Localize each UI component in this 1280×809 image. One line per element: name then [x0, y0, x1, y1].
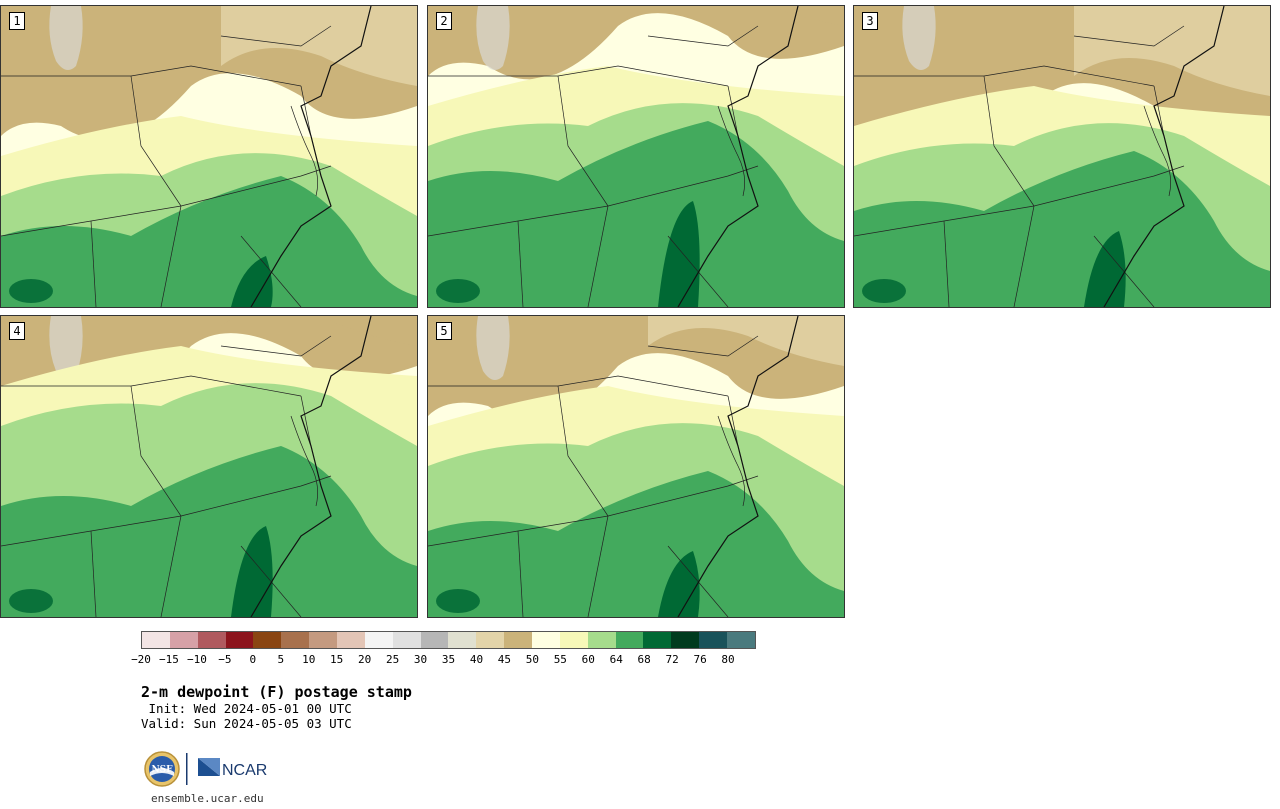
colorbar-swatch [309, 632, 338, 648]
panel-number-3: 3 [862, 12, 878, 30]
colorbar-tick-label: 68 [637, 653, 651, 666]
valid-time: Valid: Sun 2024-05-05 03 UTC [141, 716, 352, 731]
panel-number-5: 5 [436, 322, 452, 340]
panel-number-2: 2 [436, 12, 452, 30]
colorbar-swatch [615, 632, 644, 648]
postage-stamp-panel-1: 1 [0, 5, 418, 308]
colorbar-tick-label: 25 [385, 653, 400, 666]
colorbar-swatch [587, 632, 616, 648]
colorbar-swatch [504, 632, 533, 648]
panel-number-1: 1 [9, 12, 25, 30]
colorbar-tick-label: 72 [665, 653, 679, 666]
colorbar-swatch [476, 632, 505, 648]
colorbar-swatch [671, 632, 700, 648]
colorbar-tick-label: 80 [721, 653, 735, 666]
colorbar-swatch [699, 632, 728, 648]
colorbar-swatch [643, 632, 672, 648]
dewpoint-map-1 [1, 6, 417, 307]
colorbar-tick-label: −10 [186, 653, 207, 666]
colorbar-swatch [281, 632, 310, 648]
colorbar-swatch [392, 632, 421, 648]
colorbar-tick-label: −15 [159, 653, 179, 666]
colorbar-swatch [253, 632, 282, 648]
colorbar-swatch [142, 632, 170, 648]
colorbar-tick-label: 50 [525, 653, 539, 666]
colorbar-swatch [364, 632, 393, 648]
colorbar-tick-label: 40 [469, 653, 484, 666]
colorbar-tick-label: 35 [441, 653, 456, 666]
figure-title: 2-m dewpoint (F) postage stamp [141, 683, 412, 701]
colorbar-swatch [448, 632, 477, 648]
colorbar-swatch [197, 632, 226, 648]
colorbar-tick-label: 55 [553, 653, 567, 666]
dewpoint-map-3 [854, 6, 1270, 307]
colorbar-tick-label: 0 [249, 653, 257, 666]
colorbar-swatch [225, 632, 254, 648]
colorbar [141, 631, 756, 649]
dewpoint-map-5 [428, 316, 844, 617]
ncar-logo-text: NCAR [222, 762, 267, 779]
colorbar-swatch [532, 632, 560, 648]
colorbar-swatch [337, 632, 365, 648]
postage-stamp-panel-2: 2 [427, 5, 845, 308]
colorbar-swatch [727, 632, 755, 648]
dewpoint-map-2 [428, 6, 844, 307]
nsf-seal-text: NSF [151, 765, 173, 775]
site-url: ensemble.ucar.edu [151, 792, 264, 805]
colorbar-tick-label: −20 [131, 653, 151, 666]
colorbar-swatch [169, 632, 198, 648]
colorbar-swatch [420, 632, 449, 648]
colorbar-tick-label: 30 [413, 653, 428, 666]
dewpoint-map-4 [1, 316, 417, 617]
colorbar-tick-label: 60 [581, 653, 595, 666]
colorbar-tick-label: 20 [358, 653, 372, 666]
colorbar-tick-label: 10 [302, 653, 316, 666]
colorbar-tick-labels: −20 −15 −10 −5 0 5 10 15 20 25 30 35 40 45 50 55 60 64 68 7… [131, 653, 756, 667]
colorbar-tick-label: 76 [693, 653, 707, 666]
nsf-ncar-logo: NSF NCAR [144, 751, 267, 787]
colorbar-swatch [559, 632, 588, 648]
colorbar-tick-label: 15 [330, 653, 344, 666]
panel-number-4: 4 [9, 322, 25, 340]
ncar-logo-icon: NCAR [198, 758, 267, 779]
postage-stamp-panel-5: 5 [427, 315, 845, 618]
colorbar-tick-label: 5 [277, 653, 285, 666]
init-time: Init: Wed 2024-05-01 00 UTC [141, 701, 352, 716]
nsf-seal-icon: NSF [144, 751, 180, 787]
postage-stamp-panel-3: 3 [853, 5, 1271, 308]
postage-stamp-panel-4: 4 [0, 315, 418, 618]
colorbar-tick-label: 45 [497, 653, 512, 666]
colorbar-tick-label: −5 [218, 653, 232, 666]
colorbar-tick-label: 64 [609, 653, 623, 666]
